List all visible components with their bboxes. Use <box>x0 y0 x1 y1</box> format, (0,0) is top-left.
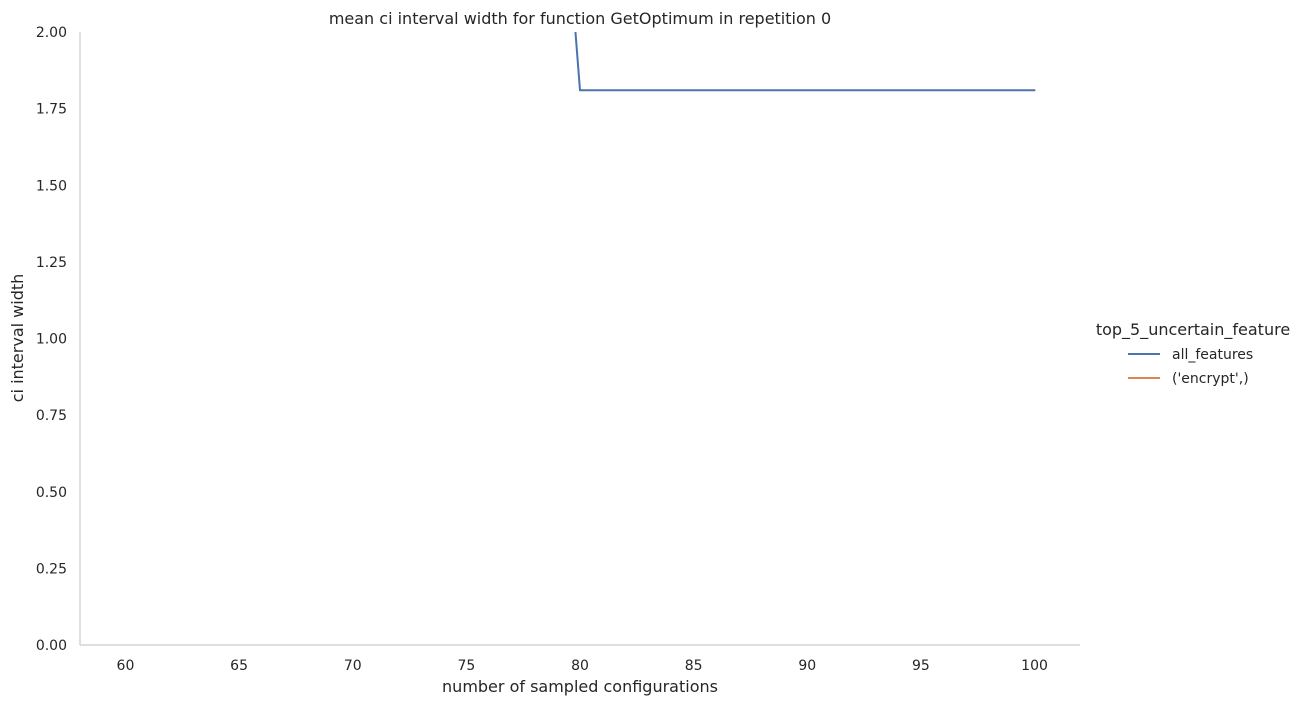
x-axis-title: number of sampled configurations <box>442 677 718 696</box>
y-tick-label: 0.25 <box>36 561 67 577</box>
legend-item-all-features: all_features <box>1128 347 1253 363</box>
y-axis-ticks: 0.00 0.25 0.50 0.75 1.00 1.25 1.50 1.75 2.00 <box>36 25 67 654</box>
x-tick-label: 70 <box>344 658 362 674</box>
x-tick-label: 85 <box>685 658 703 674</box>
y-tick-label: 0.50 <box>36 485 67 501</box>
y-tick-label: 1.25 <box>36 255 67 271</box>
x-tick-label: 95 <box>912 658 930 674</box>
x-tick-label: 65 <box>230 658 248 674</box>
legend-items: all_features ('encrypt',) <box>1128 347 1253 387</box>
x-axis-ticks: 60 65 70 75 80 85 90 95 100 <box>117 658 1048 674</box>
x-tick-label: 100 <box>1021 658 1048 674</box>
x-tick-label: 80 <box>571 658 589 674</box>
x-tick-label: 90 <box>798 658 816 674</box>
x-tick-label: 60 <box>117 658 135 674</box>
y-tick-label: 1.75 <box>36 102 67 118</box>
chart-title: mean ci interval width for function GetO… <box>329 9 831 28</box>
x-tick-label: 75 <box>457 658 475 674</box>
y-tick-label: 1.00 <box>36 332 67 348</box>
legend: top_5_uncertain_feature all_features ('en… <box>1096 320 1290 387</box>
legend-label: all_features <box>1172 347 1253 363</box>
y-tick-label: 0.75 <box>36 408 67 424</box>
y-axis-title: ci interval width <box>8 274 27 403</box>
y-tick-label: 0.00 <box>36 638 67 654</box>
series-layer <box>574 32 1036 92</box>
legend-item-encrypt: ('encrypt',) <box>1128 371 1249 387</box>
y-tick-label: 1.50 <box>36 178 67 194</box>
legend-label: ('encrypt',) <box>1172 371 1249 387</box>
series-line-all-features <box>574 32 1036 92</box>
y-tick-label: 2.00 <box>36 25 67 41</box>
legend-title: top_5_uncertain_feature <box>1096 320 1290 340</box>
